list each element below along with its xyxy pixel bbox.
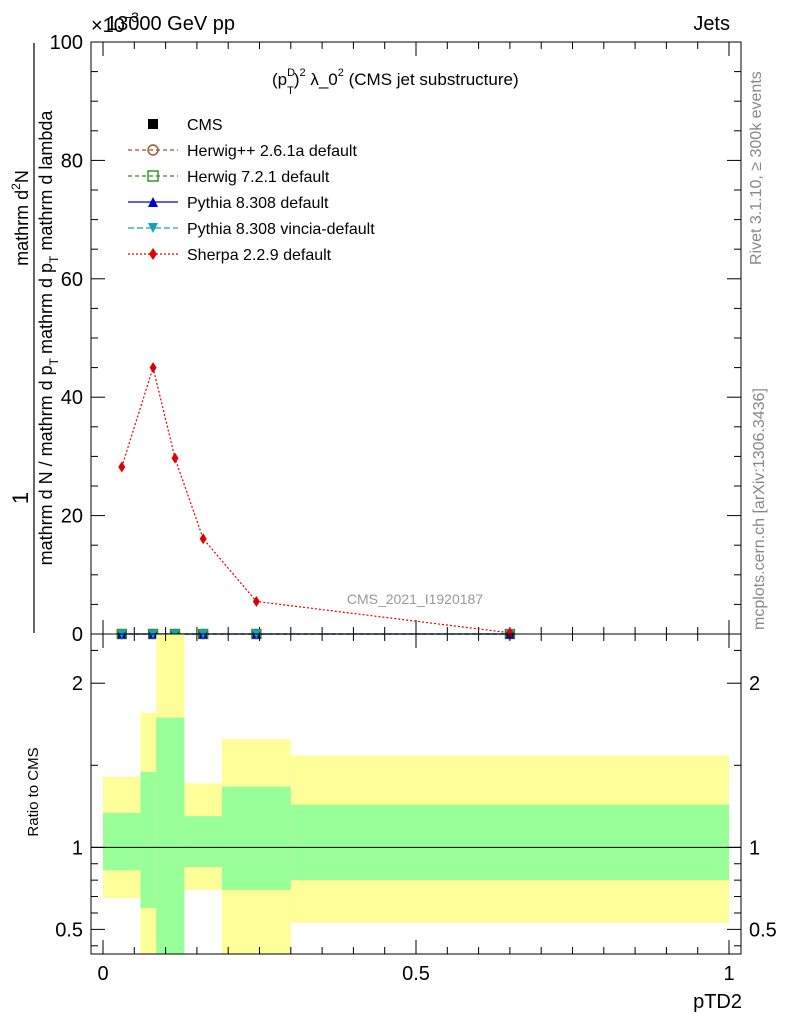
ratio-band-green xyxy=(156,717,185,954)
legend-marker xyxy=(149,248,157,260)
legend-entry: Sherpa 2.2.9 default xyxy=(128,247,332,264)
ratio-y-axis-label: Ratio to CMS xyxy=(25,747,42,836)
data-point-marker xyxy=(506,627,514,639)
series-5 xyxy=(118,362,514,639)
legend-entry: Herwig 7.2.1 default xyxy=(128,169,330,186)
title-part-p: (p xyxy=(272,70,287,89)
main-y-axis-label: 1 mathrm d2N mathrm d N / mathrm d pTmat… xyxy=(8,43,61,633)
exponent-label: ×10 −3 xyxy=(91,9,139,37)
ratio-band-green xyxy=(221,786,291,890)
legend-marker xyxy=(148,119,158,129)
data-point-marker xyxy=(118,461,126,473)
ratio-y-ticks: 0.5 0.5 1 1 2 2 xyxy=(55,649,777,947)
legend-entry: CMS xyxy=(148,117,223,134)
series-line xyxy=(121,365,510,634)
title-sup-2b: 2 xyxy=(338,67,344,79)
y-label-denom-a-sub: T xyxy=(47,357,61,365)
y-label-numer-sup: 2 xyxy=(9,183,23,190)
title-close: ) xyxy=(294,70,300,89)
legend-marker xyxy=(148,223,158,233)
y-label-denom-b: mathrm d p xyxy=(36,263,56,354)
legend-label: Pythia 8.308 default xyxy=(187,195,329,212)
legend-marker xyxy=(148,197,158,207)
y-label-numer-d: mathrm d xyxy=(12,190,32,266)
main-y-tick-label: 20 xyxy=(61,506,83,528)
legend-entry: Pythia 8.308 default xyxy=(128,195,329,212)
legend-marker xyxy=(147,144,159,156)
x-axis-label: pTD2 xyxy=(693,991,742,1013)
legend-label: Sherpa 2.2.9 default xyxy=(187,247,332,264)
jets-label: Jets xyxy=(693,13,730,35)
y-label-numerator: mathrm d2N xyxy=(9,170,32,266)
collision-energy-label: 13000 GeV pp xyxy=(106,13,235,35)
ratio-y-tick-label-right: 0.5 xyxy=(749,919,777,941)
x-tick-label: 1 xyxy=(723,963,734,985)
data-point-marker xyxy=(149,362,157,374)
y-label-denom-a: mathrm d N / mathrm d p xyxy=(36,365,56,565)
ratio-y-tick-label: 0.5 xyxy=(55,919,83,941)
legend-label: Pythia 8.308 vincia-default xyxy=(187,221,375,238)
analysis-watermark: CMS_2021_I1920187 xyxy=(347,591,483,607)
plot-title: (pD T)2 λ_02 (CMS jet substructure) xyxy=(272,67,519,97)
data-point-marker xyxy=(199,533,207,545)
y-label-one: 1 xyxy=(8,492,33,504)
main-y-ticks: 0 20 40 60 80 100 xyxy=(50,32,741,646)
ratio-band-green xyxy=(290,804,729,881)
legend-entry: Pythia 8.308 vincia-default xyxy=(128,221,375,238)
title-lambda: λ_0 xyxy=(306,70,338,89)
y-label-denom-b-sub: T xyxy=(47,255,61,263)
main-y-tick-label: 0 xyxy=(72,624,83,646)
ratio-band-green xyxy=(184,816,222,868)
ratio-band-green xyxy=(103,812,141,871)
legend-marker xyxy=(147,170,159,182)
ratio-y-tick-label: 1 xyxy=(72,837,83,859)
exponent-value: −3 xyxy=(123,9,139,25)
x-tick-label: 0.5 xyxy=(402,963,430,985)
legend-label: Herwig++ 2.6.1a default xyxy=(187,143,357,160)
ratio-y-tick-label: 2 xyxy=(72,673,83,695)
title-sup-2a: 2 xyxy=(299,67,305,79)
mcplots-label: mcplots.cern.ch [arXiv:1306.3436] xyxy=(751,388,768,630)
legend-label: CMS xyxy=(187,117,223,134)
ratio-band-green xyxy=(140,771,157,909)
data-point-marker xyxy=(252,595,260,607)
ratio-bands xyxy=(103,634,729,954)
y-label-denom-c: mathrm d lambda xyxy=(36,110,56,256)
title-sub-t: T xyxy=(287,85,294,97)
ratio-y-tick-label-right: 1 xyxy=(749,837,760,859)
data-point-marker xyxy=(171,452,179,464)
rivet-label: Rivet 3.1.10, ≥ 300k events xyxy=(748,71,765,265)
title-rest: (CMS jet substructure) xyxy=(344,70,519,89)
main-y-tick-label: 100 xyxy=(50,32,83,54)
y-label-denominator: mathrm d N / mathrm d pTmathrm d pT math… xyxy=(36,110,61,566)
ratio-panel: 0.5 0.51 12 2 0 0.5 1 Ratio to CMS pTD2 xyxy=(25,633,777,1013)
legend-label: Herwig 7.2.1 default xyxy=(187,169,330,186)
x-tick-label: 0 xyxy=(97,963,108,985)
main-y-tick-label: 40 xyxy=(61,387,83,409)
ratio-y-tick-label-right: 2 xyxy=(749,673,760,695)
main-y-tick-label: 80 xyxy=(61,150,83,172)
y-label-numer-n: N xyxy=(12,170,32,183)
exponent-base: ×10 xyxy=(91,15,125,37)
ratio-x-ticks: 0 0.5 1 xyxy=(97,634,735,985)
legend: CMS Herwig++ 2.6.1a default Herwig 7.2.1 d… xyxy=(128,117,375,264)
main-y-tick-label: 60 xyxy=(61,269,83,291)
title-sup-d: D xyxy=(287,67,295,79)
legend-entry: Herwig++ 2.6.1a default xyxy=(128,143,357,160)
